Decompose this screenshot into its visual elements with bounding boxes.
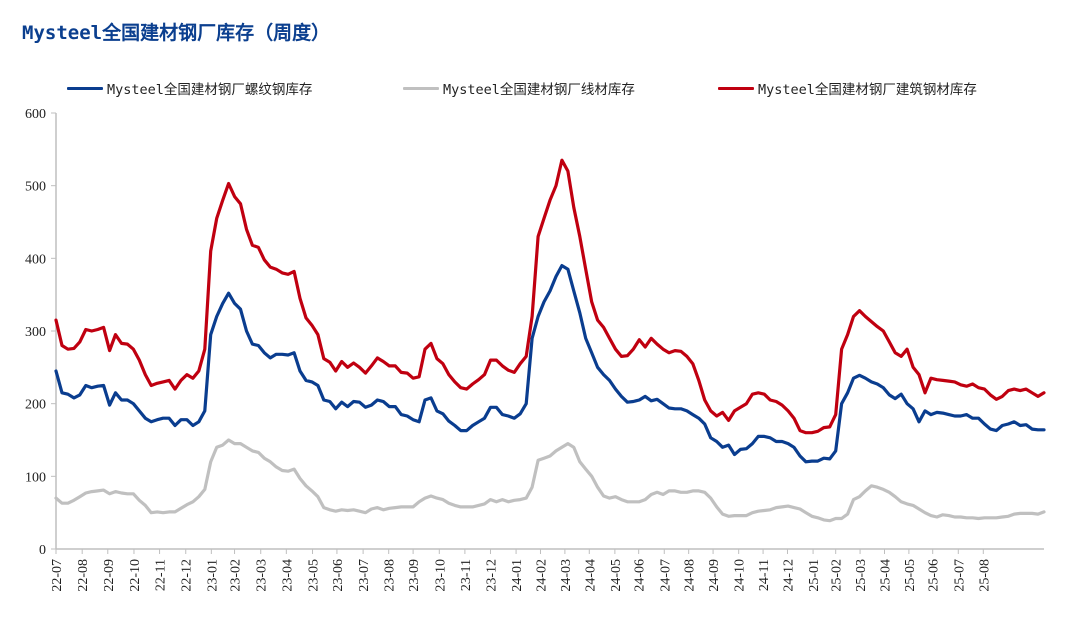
x-tick-label: 22-11 — [154, 559, 169, 591]
x-tick-label: 24-02 — [534, 559, 549, 592]
y-tick-label: 400 — [25, 252, 46, 267]
x-tick-label: 23-04 — [280, 559, 295, 592]
legend-item-rebar: Mysteel全国建材钢厂螺纹钢库存 — [67, 78, 312, 98]
legend-item-construction-steel: Mysteel全国建材钢厂建筑钢材库存 — [718, 78, 977, 98]
legend-swatch-construction-steel — [718, 86, 754, 90]
y-tick-label: 0 — [39, 543, 46, 558]
legend-swatch-rebar — [67, 86, 103, 90]
x-tick-label: 22-10 — [128, 559, 143, 592]
x-tick-label: 22-07 — [50, 559, 65, 592]
series-lines — [54, 158, 1046, 523]
x-tick-label: 22-09 — [102, 559, 117, 592]
x-tick-label: 24-12 — [781, 559, 796, 592]
series-line-construction-steel — [54, 158, 1046, 435]
x-tick-label: 23-06 — [331, 559, 346, 592]
x-tick-label: 24-08 — [683, 559, 698, 592]
series-line-rebar — [54, 264, 1046, 464]
x-tick-label: 24-10 — [733, 559, 748, 592]
x-tick-label: 23-05 — [307, 559, 322, 592]
x-tick-label: 23-02 — [229, 559, 244, 592]
x-tick-label: 22-12 — [180, 559, 195, 592]
x-tick-label: 25-07 — [952, 559, 967, 592]
y-tick-label: 600 — [25, 107, 46, 122]
x-tick-label: 25-02 — [830, 559, 845, 592]
x-tick-label: 24-03 — [559, 559, 574, 592]
y-tick-label: 100 — [25, 470, 46, 485]
x-tick-label: 25-04 — [878, 559, 893, 592]
x-tick-label: 23-08 — [383, 559, 398, 592]
legend-item-wire-rod: Mysteel全国建材钢厂线材库存 — [403, 78, 635, 98]
x-tick-label: 23-10 — [433, 559, 448, 592]
x-tick-label: 23-01 — [205, 559, 220, 592]
x-tick-label: 24-04 — [583, 559, 598, 592]
axes: 0 100 200 300 400 500 600 22-07 22-08 22-09 22-10 2… — [25, 107, 1044, 592]
legend: Mysteel全国建材钢厂螺纹钢库存 Mysteel全国建材钢厂线材库存 Mys… — [0, 78, 1080, 100]
x-tick-label: 24-07 — [658, 559, 673, 592]
x-tick-label: 23-07 — [357, 559, 372, 592]
x-tick-label: 24-11 — [757, 559, 772, 591]
y-tick-label: 200 — [25, 398, 46, 413]
legend-label-wire-rod: Mysteel全国建材钢厂线材库存 — [443, 82, 635, 98]
x-tick-label: 23-09 — [407, 559, 422, 592]
x-tick-label: 24-05 — [609, 559, 624, 592]
series-line-wire-rod — [54, 438, 1046, 523]
x-tick-label: 22-08 — [76, 559, 91, 592]
x-tick-label: 23-03 — [255, 559, 270, 592]
legend-label-rebar: Mysteel全国建材钢厂螺纹钢库存 — [107, 82, 313, 98]
legend-label-construction-steel: Mysteel全国建材钢厂建筑钢材库存 — [758, 82, 977, 98]
x-tick-label: 24-09 — [707, 559, 722, 592]
y-tick-label: 300 — [25, 325, 46, 340]
x-tick-label: 23-12 — [484, 559, 499, 592]
x-tick-label: 25-08 — [977, 559, 992, 592]
x-tick-label: 23-11 — [459, 559, 474, 591]
x-tick-label: 25-06 — [927, 559, 942, 592]
x-tick-label: 25-01 — [807, 559, 822, 592]
x-tick-label: 24-01 — [510, 559, 525, 592]
legend-swatch-wire-rod — [403, 86, 439, 90]
x-tick-label: 25-05 — [903, 559, 918, 592]
chart-title: Mysteel全国建材钢厂库存（周度） — [22, 22, 331, 44]
x-tick-label: 25-03 — [854, 559, 869, 592]
x-tick-label: 24-06 — [633, 559, 648, 592]
y-tick-label: 500 — [25, 180, 46, 195]
